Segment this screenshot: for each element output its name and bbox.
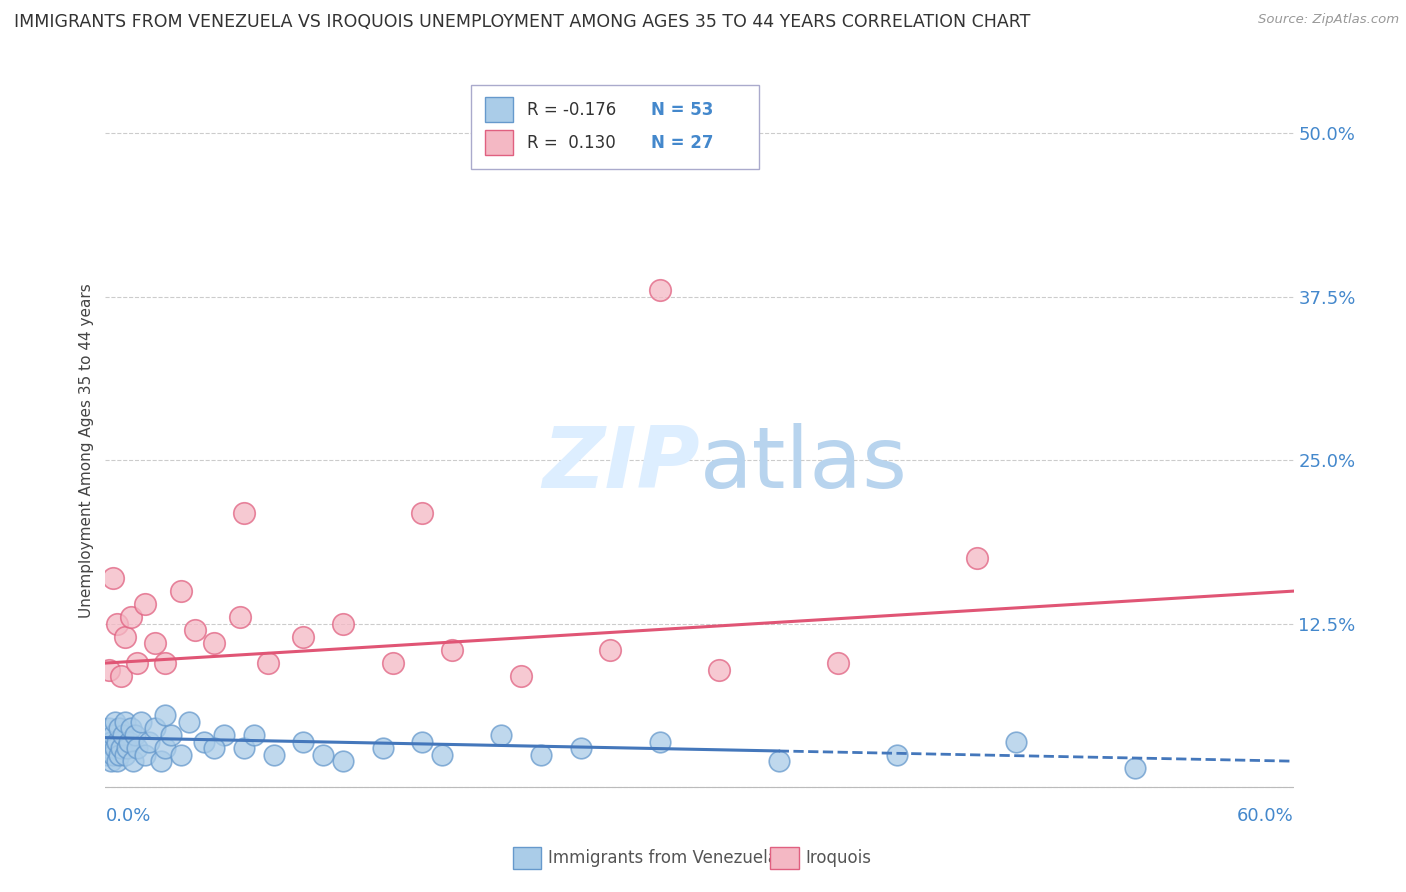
Point bbox=[827, 656, 849, 670]
Point bbox=[103, 747, 125, 762]
Point bbox=[292, 734, 315, 748]
Point bbox=[153, 741, 176, 756]
Point bbox=[114, 747, 136, 762]
Point bbox=[124, 728, 146, 742]
Point bbox=[233, 506, 256, 520]
Point bbox=[129, 714, 152, 729]
Text: R = -0.176: R = -0.176 bbox=[527, 101, 616, 119]
Point bbox=[233, 741, 256, 756]
Point bbox=[127, 656, 149, 670]
Text: atlas: atlas bbox=[700, 423, 907, 506]
Point bbox=[114, 630, 136, 644]
Point bbox=[98, 741, 121, 756]
Point bbox=[332, 754, 354, 768]
Point bbox=[138, 734, 160, 748]
Text: R =  0.130: R = 0.130 bbox=[527, 134, 616, 152]
Point bbox=[103, 571, 125, 585]
Point bbox=[709, 663, 731, 677]
Text: 60.0%: 60.0% bbox=[1237, 807, 1294, 825]
Point bbox=[569, 741, 592, 756]
Point bbox=[134, 597, 156, 611]
Point bbox=[430, 747, 453, 762]
Point bbox=[100, 734, 122, 748]
Text: IMMIGRANTS FROM VENEZUELA VS IROQUOIS UNEMPLOYMENT AMONG AGES 35 TO 44 YEARS COR: IMMIGRANTS FROM VENEZUELA VS IROQUOIS UN… bbox=[14, 13, 1031, 31]
Text: N = 53: N = 53 bbox=[651, 101, 713, 119]
Point bbox=[159, 728, 181, 742]
Point bbox=[104, 714, 127, 729]
Point bbox=[110, 741, 132, 756]
Point bbox=[886, 747, 908, 762]
Point bbox=[143, 722, 166, 736]
Point bbox=[120, 722, 142, 736]
Point bbox=[491, 728, 513, 742]
Point bbox=[243, 728, 266, 742]
Text: Source: ZipAtlas.com: Source: ZipAtlas.com bbox=[1258, 13, 1399, 27]
Point bbox=[120, 610, 142, 624]
Point bbox=[98, 663, 121, 677]
Point bbox=[648, 283, 671, 297]
Point bbox=[134, 747, 156, 762]
Point bbox=[122, 754, 145, 768]
Point bbox=[599, 643, 621, 657]
Point bbox=[1005, 734, 1028, 748]
Text: Immigrants from Venezuela: Immigrants from Venezuela bbox=[548, 849, 778, 867]
Point bbox=[214, 728, 236, 742]
Point bbox=[105, 616, 128, 631]
Point bbox=[229, 610, 252, 624]
Point bbox=[108, 747, 131, 762]
Point bbox=[183, 624, 205, 638]
Point bbox=[263, 747, 285, 762]
Text: N = 27: N = 27 bbox=[651, 134, 713, 152]
Point bbox=[110, 669, 132, 683]
Point bbox=[510, 669, 533, 683]
Point bbox=[381, 656, 404, 670]
Point bbox=[127, 741, 149, 756]
Point bbox=[105, 734, 128, 748]
Point bbox=[100, 754, 122, 768]
Point bbox=[193, 734, 215, 748]
Point bbox=[256, 656, 278, 670]
Point bbox=[104, 741, 127, 756]
Point bbox=[202, 636, 225, 650]
Y-axis label: Unemployment Among Ages 35 to 44 years: Unemployment Among Ages 35 to 44 years bbox=[79, 283, 94, 618]
Point bbox=[332, 616, 354, 631]
Text: 0.0%: 0.0% bbox=[105, 807, 150, 825]
Point bbox=[118, 734, 141, 748]
Point bbox=[153, 708, 176, 723]
Point bbox=[371, 741, 394, 756]
Point bbox=[170, 747, 193, 762]
Point bbox=[105, 754, 128, 768]
Point bbox=[411, 734, 433, 748]
Point bbox=[112, 728, 135, 742]
Point bbox=[177, 714, 200, 729]
Point bbox=[530, 747, 553, 762]
Point bbox=[98, 722, 121, 736]
Point bbox=[292, 630, 315, 644]
Point bbox=[1123, 761, 1146, 775]
Point bbox=[153, 656, 176, 670]
Text: Iroquois: Iroquois bbox=[806, 849, 872, 867]
Point bbox=[103, 728, 125, 742]
Point bbox=[440, 643, 463, 657]
Text: ZIP: ZIP bbox=[541, 423, 700, 506]
Point bbox=[115, 741, 138, 756]
Point bbox=[411, 506, 433, 520]
Point bbox=[202, 741, 225, 756]
Point bbox=[648, 734, 671, 748]
Point bbox=[114, 714, 136, 729]
Point bbox=[966, 551, 988, 566]
Point bbox=[768, 754, 790, 768]
Point bbox=[96, 747, 118, 762]
Point bbox=[312, 747, 335, 762]
Point bbox=[170, 584, 193, 599]
Point bbox=[108, 722, 131, 736]
Point bbox=[149, 754, 172, 768]
Point bbox=[143, 636, 166, 650]
